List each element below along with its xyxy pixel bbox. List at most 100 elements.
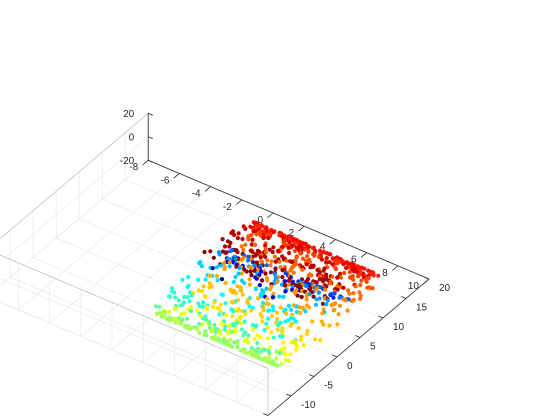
grid-line bbox=[49, 186, 211, 324]
grid-line bbox=[0, 112, 149, 240]
data-point bbox=[325, 298, 330, 303]
data-point bbox=[245, 258, 251, 263]
data-point bbox=[277, 294, 282, 299]
data-point bbox=[220, 237, 225, 242]
data-point bbox=[303, 309, 308, 314]
data-point bbox=[248, 308, 254, 313]
data-point bbox=[274, 310, 280, 315]
data-point bbox=[349, 264, 354, 269]
data-point bbox=[358, 282, 363, 288]
data-point bbox=[212, 300, 217, 305]
data-point bbox=[357, 290, 362, 295]
z-tick-label: 20 bbox=[123, 109, 135, 120]
data-point bbox=[283, 319, 288, 324]
data-point bbox=[241, 247, 246, 252]
data-point bbox=[280, 268, 285, 273]
data-point bbox=[197, 261, 202, 266]
data-point bbox=[254, 276, 259, 281]
data-point bbox=[260, 319, 265, 324]
data-point bbox=[222, 319, 227, 324]
data-point bbox=[231, 280, 236, 285]
grid-line bbox=[0, 254, 269, 369]
data-point bbox=[235, 308, 240, 313]
x-tick-label: 8 bbox=[382, 268, 388, 279]
data-point bbox=[347, 291, 352, 296]
data-point bbox=[264, 263, 269, 268]
data-point bbox=[221, 261, 227, 266]
data-point bbox=[268, 287, 273, 292]
data-point bbox=[296, 326, 301, 331]
data-point bbox=[288, 352, 293, 357]
data-point bbox=[259, 314, 265, 319]
data-point bbox=[299, 334, 304, 339]
data-point bbox=[239, 327, 244, 332]
data-point bbox=[349, 299, 355, 304]
data-point bbox=[233, 291, 238, 296]
data-point bbox=[218, 331, 223, 336]
data-point bbox=[275, 363, 280, 368]
data-point bbox=[275, 316, 280, 321]
data-point bbox=[218, 263, 223, 268]
data-point bbox=[179, 312, 184, 317]
grid-line bbox=[79, 218, 361, 338]
data-point bbox=[199, 289, 205, 294]
data-point bbox=[335, 287, 340, 292]
axes-grid bbox=[0, 112, 430, 416]
data-point bbox=[237, 266, 242, 271]
data-point bbox=[246, 237, 251, 242]
data-point bbox=[242, 280, 247, 286]
data-point bbox=[282, 279, 288, 284]
data-point bbox=[333, 266, 339, 272]
data-point bbox=[240, 292, 245, 297]
data-point bbox=[304, 297, 309, 302]
data-point bbox=[154, 311, 160, 317]
data-point bbox=[218, 309, 223, 314]
data-point bbox=[247, 282, 252, 287]
z-tick bbox=[148, 136, 154, 140]
data-point bbox=[283, 358, 288, 363]
data-point bbox=[324, 302, 329, 307]
data-point bbox=[337, 295, 342, 300]
x-tick bbox=[329, 239, 336, 245]
data-point bbox=[195, 327, 200, 332]
data-point bbox=[239, 244, 244, 249]
data-point bbox=[259, 349, 264, 354]
data-point bbox=[186, 274, 191, 280]
data-point bbox=[246, 333, 251, 338]
data-point bbox=[295, 293, 300, 298]
data-point bbox=[233, 330, 238, 335]
data-point bbox=[286, 303, 291, 308]
data-point bbox=[371, 273, 376, 278]
data-point bbox=[168, 318, 173, 323]
data-point bbox=[157, 304, 162, 309]
data-point bbox=[202, 249, 207, 255]
data-point bbox=[261, 289, 266, 294]
x-tick-label: 4 bbox=[320, 241, 326, 252]
data-point bbox=[353, 284, 358, 289]
data-point bbox=[233, 274, 238, 280]
x-tick bbox=[173, 173, 180, 179]
data-point bbox=[259, 269, 264, 274]
data-point bbox=[260, 259, 265, 265]
data-point bbox=[288, 268, 293, 273]
data-point bbox=[286, 278, 291, 283]
data-point bbox=[278, 265, 283, 270]
data-point bbox=[315, 286, 320, 291]
data-point bbox=[217, 339, 222, 344]
y-tick bbox=[424, 276, 430, 280]
data-point bbox=[270, 295, 275, 300]
data-point bbox=[242, 338, 247, 344]
data-point bbox=[227, 264, 232, 269]
data-point bbox=[245, 351, 250, 356]
data-point bbox=[292, 248, 298, 254]
y-tick-label: 0 bbox=[347, 361, 353, 372]
data-point bbox=[271, 308, 276, 313]
data-point bbox=[280, 234, 285, 239]
data-point bbox=[250, 249, 255, 254]
data-point bbox=[178, 303, 183, 308]
data-point bbox=[212, 322, 217, 327]
y-tick bbox=[263, 413, 269, 416]
data-point bbox=[311, 294, 316, 299]
data-point bbox=[313, 302, 318, 307]
